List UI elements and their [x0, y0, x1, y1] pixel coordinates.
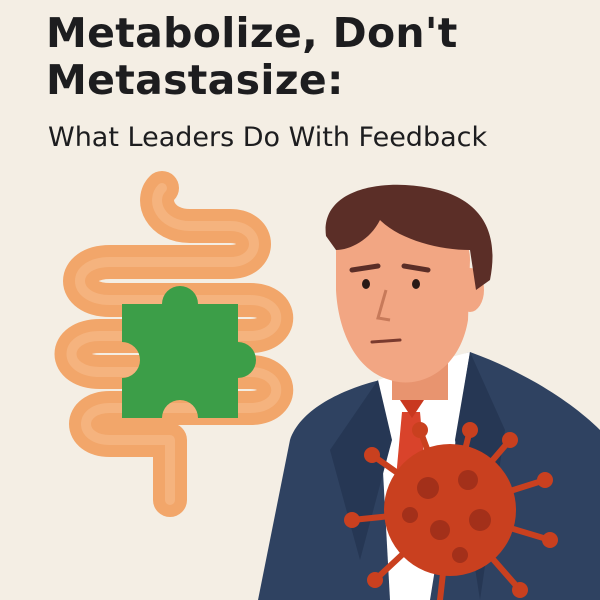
puzzle-piece-icon: [122, 286, 256, 418]
subtitle: What Leaders Do With Feedback: [48, 122, 488, 153]
title-line-1: Metabolize, Don't: [46, 9, 458, 57]
intestine-icon: [54, 171, 294, 517]
title-line-2: Metastasize:: [46, 56, 344, 104]
virus-icon: [344, 422, 558, 600]
page-title: Metabolize, Don't Metastasize:: [46, 10, 458, 104]
